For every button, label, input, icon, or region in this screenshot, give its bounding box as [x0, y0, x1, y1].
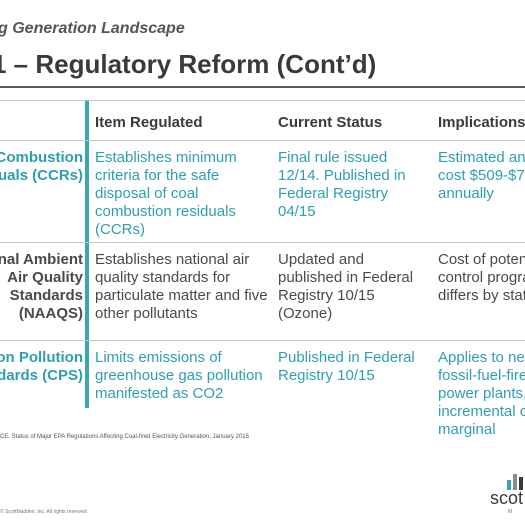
source-note: CE. Status of Major EPA Regulations Affe…	[0, 434, 249, 440]
row-label-cps: on Pollution dards (CPS)	[0, 349, 83, 384]
table-vertical-divider	[85, 100, 89, 408]
row-label-ccr: Combustion uals (CCRs)	[0, 149, 83, 184]
section-subtitle: g Generation Landscape	[0, 20, 185, 37]
cell-item-ccr: Establishes minimum criteria for the saf…	[95, 149, 237, 238]
cell-implications-cps: Applies to nev fossil-fuel-fire power pl…	[438, 349, 525, 438]
cell-item-cps: Limits emissions of greenhouse gas pollu…	[95, 349, 263, 402]
title-divider	[0, 86, 525, 88]
table-row-divider-2	[0, 340, 525, 341]
cell-status-ccr: Final rule issued 12/14. Published in Fe…	[278, 149, 406, 220]
cell-item-naaqs: Establishes national air quality standar…	[95, 251, 268, 322]
table-top-border	[0, 100, 525, 101]
row-label-naaqs: nal Ambient Air Quality Standards (NAAQS…	[0, 251, 83, 322]
cell-status-naaqs: Updated and published in Federal Registr…	[278, 251, 414, 322]
cell-status-cps: Published in Federal Registry 10/15	[278, 349, 415, 384]
table-row-divider-1	[0, 242, 525, 243]
column-header-current-status: Current Status	[278, 114, 383, 131]
page-title: 1 – Regulatory Reform (Cont’d)	[0, 49, 377, 79]
cell-implications-naaqs: Cost of poten control progra differs by …	[438, 251, 525, 304]
company-logo-sub: M	[508, 509, 513, 515]
table-header-divider	[0, 140, 525, 141]
company-logo-icon	[507, 474, 523, 490]
company-logo-text: scot	[490, 488, 524, 508]
cell-implications-ccr: Estimated ann cost $509-$73 annually	[438, 149, 525, 202]
column-header-item-regulated: Item Regulated	[95, 114, 203, 131]
copyright-note: © ScottMadden, Inc. All rights reserved.	[0, 509, 88, 515]
column-header-implications: Implications	[438, 114, 525, 131]
